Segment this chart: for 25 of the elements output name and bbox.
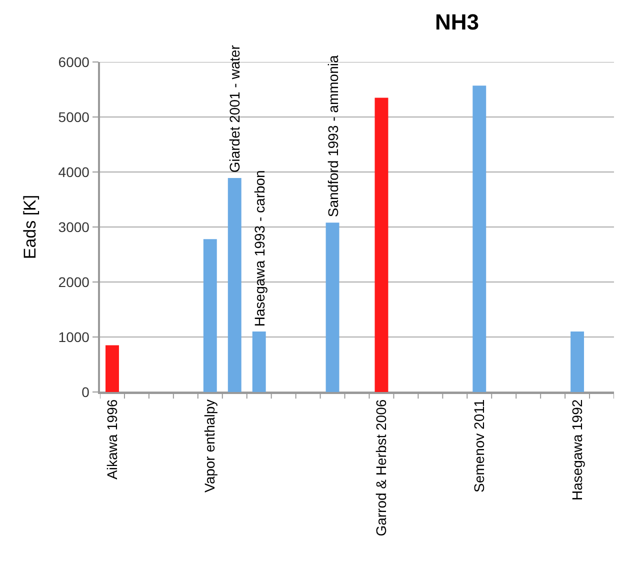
bar	[374, 98, 388, 392]
x-tick-label: Vapor enthalpy	[202, 399, 218, 492]
x-tick-label: Hasegawa 1992	[568, 399, 585, 501]
data-label: Sandford 1993 - ammonia	[324, 55, 341, 218]
y-tick-label: 6000	[58, 54, 90, 70]
bar	[106, 345, 119, 392]
bar	[228, 178, 242, 392]
bar	[203, 239, 217, 392]
x-tick-label: Aikawa 1996	[104, 399, 120, 480]
data-label: Giardet 2001 - water	[226, 44, 243, 173]
y-tick-label: 0	[82, 384, 90, 400]
y-axis-title: Eads [K]	[20, 194, 40, 260]
y-tick-label: 2000	[58, 274, 90, 290]
bar	[570, 332, 584, 392]
bar	[252, 332, 266, 392]
bar	[326, 222, 340, 392]
y-tick-label: 4000	[58, 164, 90, 180]
y-tick-label: 1000	[58, 328, 90, 345]
data-label: Hasegawa 1993 - carbon	[252, 170, 268, 327]
x-tick-label: Garrod & Herbst 2006	[373, 399, 390, 536]
y-tick-label: 5000	[58, 108, 90, 125]
y-tick-label: 3000	[58, 218, 90, 235]
bar	[472, 86, 486, 392]
chart-title: NH3	[434, 10, 479, 34]
x-tick-label: Semenov 2011	[470, 399, 487, 492]
